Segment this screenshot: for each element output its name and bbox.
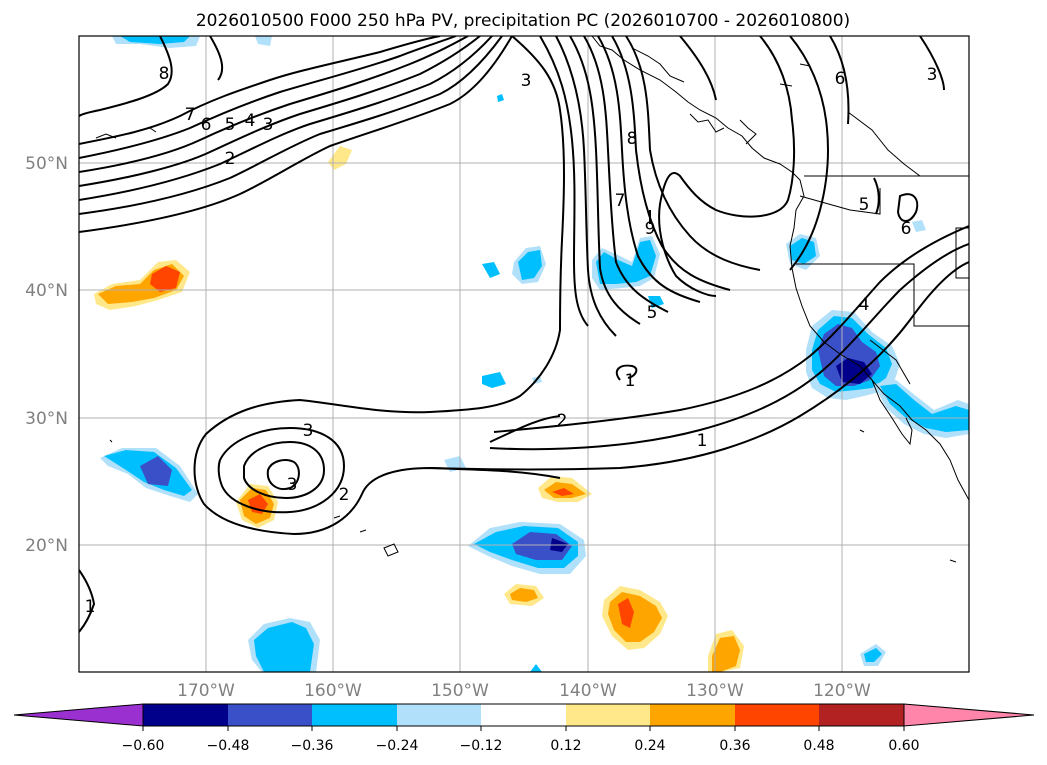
colorbar-segment [819,704,904,726]
map-frame [78,35,970,673]
lon-label: 140°W [559,681,617,701]
colorbar-tick-label: −0.12 [460,738,503,754]
contour-label: 6 [201,115,212,135]
contour-label: 1 [625,371,636,391]
figure-title: 2026010500 F000 250 hPa PV, precipitatio… [196,11,850,31]
longitude-labels: 170°W 160°W 150°W 140°W 130°W 120°W [177,681,871,701]
contour-label: 2 [339,485,350,505]
contour-label: 5 [225,115,236,135]
colorbar-extend-low [13,703,144,727]
contour-label: 8 [159,64,170,84]
colorbar-segment [481,704,566,726]
pv-contours [79,36,969,633]
contour-label: 6 [835,69,846,89]
colorbar-tick-label: 0.36 [719,738,750,754]
lat-label: 20°N [25,536,68,556]
colorbar-tick-label: 0.12 [550,738,581,754]
contour-label: 5 [647,303,658,323]
colorbar-segment [397,704,481,726]
colorbar-tick-label: 0.48 [803,738,834,754]
colorbar-segment [228,704,312,726]
contour-label: 5 [859,195,870,215]
contour-label: 2 [225,149,236,169]
lon-label: 160°W [304,681,362,701]
colorbar-extend-high [903,703,1035,727]
colorbar-tick-label: −0.60 [122,738,165,754]
contour-label: 3 [927,65,938,85]
lon-label: 170°W [177,681,235,701]
contour-label: 6 [901,219,912,239]
lat-label: 30°N [25,409,68,429]
colorbar-segment [143,704,228,726]
contour-label: 4 [859,295,870,315]
contour-label: 3 [263,115,274,135]
colorbar-tick-label: −0.36 [291,738,334,754]
lat-label: 40°N [25,281,68,301]
colorbar-tick-label: −0.24 [376,738,419,754]
coastlines [95,36,969,563]
lon-label: 130°W [686,681,744,701]
colorbar-tick-label: 0.24 [634,738,665,754]
pv-contour-labels: 8 7 6 5 4 3 2 3 8 7 9 6 5 6 3 5 4 1 2 1 [85,64,938,617]
colorbar-segment [566,704,650,726]
contour-label: 9 [645,219,656,239]
map-panel: 8 7 6 5 4 3 2 3 8 7 9 6 5 6 3 5 4 1 2 1 [25,35,970,701]
contour-label: 7 [615,191,626,211]
colorbar-segment [650,704,735,726]
colorbar: −0.60 −0.48 −0.36 −0.24 −0.12 0.12 0.24 … [13,703,1035,754]
contour-label: 3 [287,475,298,495]
colorbar-ticks [142,726,905,731]
contour-label: 3 [303,421,314,441]
latitude-labels: 50°N 40°N 30°N 20°N [25,154,68,556]
contour-label: 1 [697,431,708,451]
contour-label: 3 [521,71,532,91]
colorbar-tick-label: −0.48 [207,738,250,754]
lon-label: 120°W [813,681,871,701]
contour-label: 1 [85,597,96,617]
contour-label: 2 [557,411,568,431]
contour-label: 7 [185,105,196,125]
contour-label: 4 [245,111,256,131]
colorbar-tick-label: 0.60 [888,738,919,754]
colorbar-segment [735,704,819,726]
contour-label: 8 [627,129,638,149]
lon-label: 150°W [431,681,489,701]
graticule [79,36,969,672]
lat-label: 50°N [25,154,68,174]
precipitation-shading [94,36,969,672]
colorbar-segment [312,704,397,726]
